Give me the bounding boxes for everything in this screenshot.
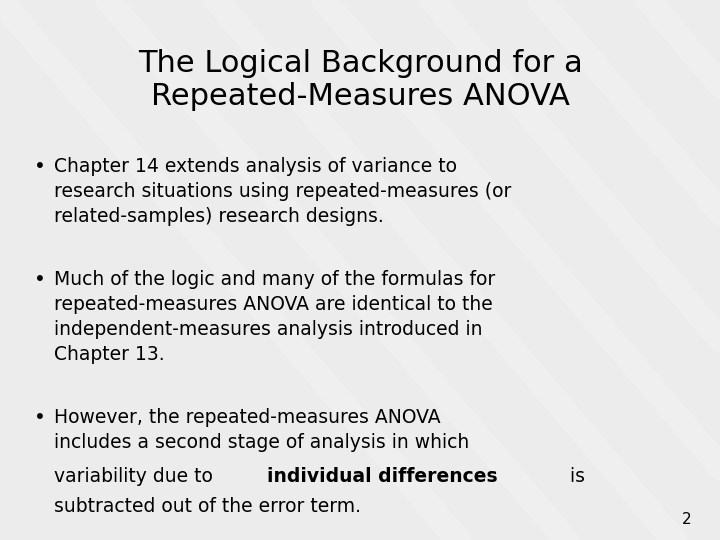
Text: Chapter 14 extends analysis of variance to
research situations using repeated‑me: Chapter 14 extends analysis of variance …: [54, 157, 511, 226]
Text: subtracted out of the error term.: subtracted out of the error term.: [54, 497, 361, 516]
Text: variability due to: variability due to: [54, 467, 219, 486]
Text: individual differences: individual differences: [266, 467, 498, 486]
Text: •: •: [34, 157, 45, 176]
Text: 2: 2: [682, 511, 691, 526]
Text: •: •: [34, 270, 45, 289]
Text: •: •: [34, 408, 45, 427]
Text: is: is: [564, 467, 585, 486]
Text: However, the repeated‑measures ANOVA
includes a second stage of analysis in whic: However, the repeated‑measures ANOVA inc…: [54, 408, 469, 451]
Text: The Logical Background for a
Repeated-Measures ANOVA: The Logical Background for a Repeated-Me…: [138, 49, 582, 111]
Text: Much of the logic and many of the formulas for
repeated‑measures ANOVA are ident: Much of the logic and many of the formul…: [54, 270, 495, 364]
